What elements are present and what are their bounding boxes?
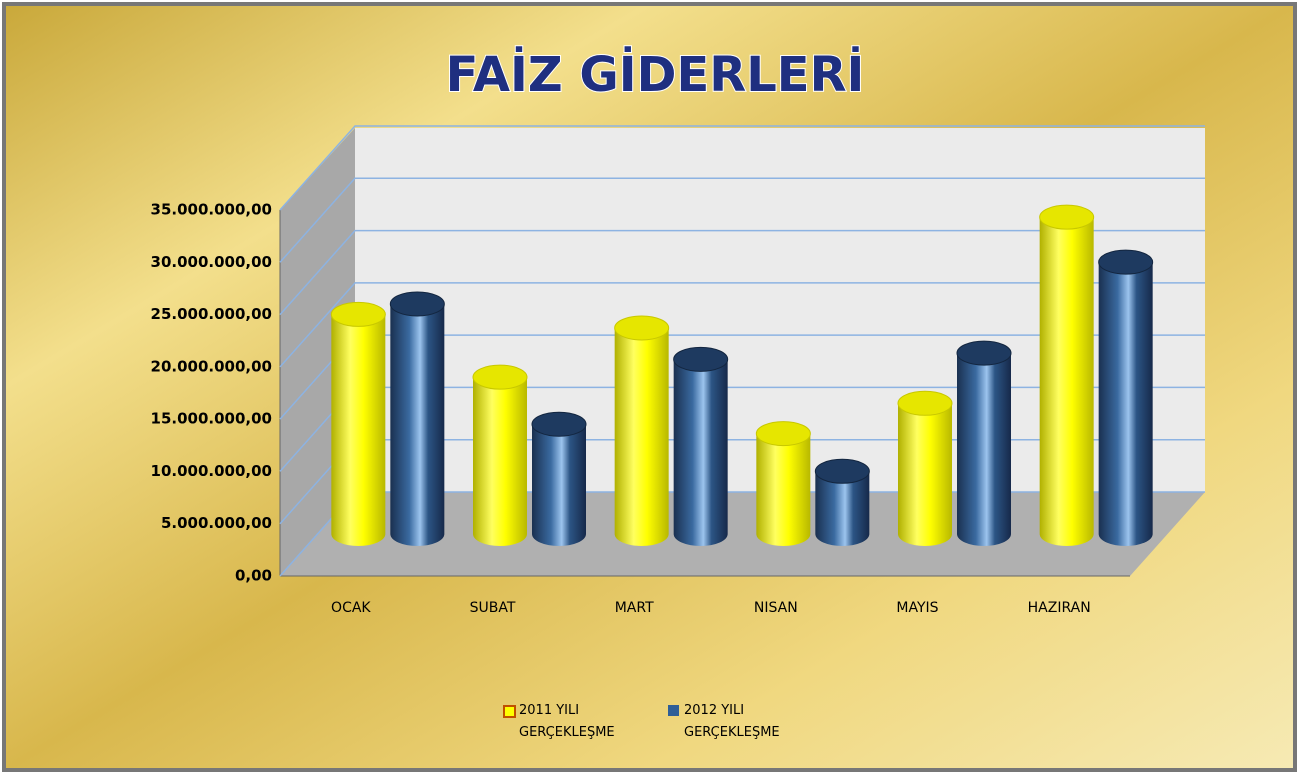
y-tick-label: 25.000.000,00 (151, 305, 272, 323)
legend-item: 2012 YILI GERÇEKLEŞME (668, 700, 798, 744)
bar-body (815, 471, 870, 546)
grid-line (279, 282, 1205, 368)
bar-body (1039, 217, 1094, 547)
chart-title: FAİZ GİDERLERİ (446, 46, 865, 103)
x-tick-label: MART (615, 600, 654, 616)
x-tick-label: HAZIRAN (1028, 600, 1091, 616)
bar-top (614, 315, 670, 341)
bar-body (898, 403, 952, 546)
grid-line (279, 177, 1205, 263)
legend-swatch (503, 705, 516, 718)
legend-label: 2012 YILI GERÇEKLEŞME (684, 703, 780, 740)
grid-line (279, 125, 1205, 211)
legend-swatch (668, 705, 679, 716)
bar-top (1098, 249, 1154, 275)
y-tick-label: 20.000.000,00 (151, 357, 272, 375)
bar-top (673, 346, 729, 372)
x-tick-label: NISAN (754, 600, 798, 616)
y-tick-label: 10.000.000,00 (151, 462, 272, 480)
y-tick-label: 0,00 (235, 567, 272, 585)
bar-top (472, 364, 528, 390)
bar-top (956, 340, 1012, 366)
y-tick-label: 5.000.000,00 (161, 514, 272, 532)
legend-item: 2011 YILI GERÇEKLEŞME (503, 700, 633, 744)
bar-body (1098, 262, 1153, 546)
bar-body (673, 359, 728, 546)
bar-body (532, 424, 586, 546)
bar-top (330, 301, 386, 327)
bar-top (814, 458, 870, 484)
bar-top (755, 421, 811, 447)
bar-body (331, 314, 386, 546)
bar-body (473, 377, 527, 546)
bar-top (1039, 204, 1095, 230)
bar-body (390, 303, 445, 546)
y-tick-label: 30.000.000,00 (151, 253, 272, 271)
x-tick-label: OCAK (331, 600, 371, 616)
bar-body (957, 353, 1011, 546)
y-tick-label: 15.000.000,00 (151, 410, 272, 428)
bar-top (897, 390, 953, 416)
x-tick-label: SUBAT (470, 600, 516, 616)
legend-label: 2011 YILI GERÇEKLEŞME (519, 703, 615, 740)
bar-body (614, 327, 669, 546)
x-tick-label: MAYIS (896, 600, 938, 616)
grid-line (279, 229, 1205, 316)
bar-top (389, 291, 445, 317)
bar-body (756, 433, 811, 546)
bar-top (531, 411, 587, 437)
y-tick-label: 35.000.000,00 (151, 201, 272, 219)
